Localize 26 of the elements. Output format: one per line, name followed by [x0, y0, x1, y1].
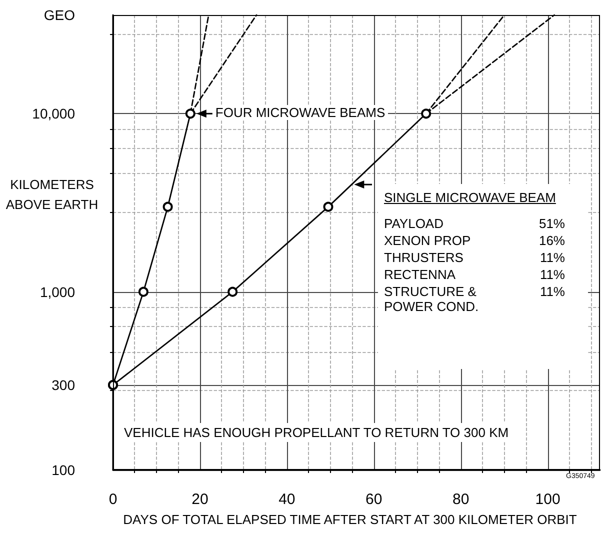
annotation: STRUCTURE & POWER COND.: [384, 283, 480, 315]
annotation: SINGLE MICROWAVE BEAM: [384, 190, 557, 205]
x-tick-label: 60: [366, 491, 382, 508]
x-tick-label: 40: [278, 491, 296, 508]
annotation: FOUR MICROWAVE BEAMS: [212, 104, 388, 120]
y-tick-label: 1,000: [40, 284, 76, 300]
annotation: 16%: [538, 232, 566, 249]
annotation: PAYLOAD: [384, 215, 444, 232]
x-tick-label: 20: [192, 491, 208, 508]
x-axis-title: DAYS OF TOTAL ELAPSED TIME AFTER START AT 300 KILOMETER ORBIT: [122, 512, 578, 527]
annotation: THRUSTERS: [384, 249, 464, 266]
annotation: VEHICLE HAS ENOUGH PROPELLANT TO RETURN TO 300 KM: [120, 423, 513, 442]
y-tick-label: GEO: [44, 7, 76, 23]
annotation: 11%: [538, 266, 566, 283]
annotation: 11%: [538, 283, 566, 301]
x-tick-label: 100: [535, 491, 560, 508]
y-tick-label: 10,000: [32, 106, 76, 122]
x-tick-label: 80: [452, 491, 470, 508]
x-tick-label: 0: [108, 491, 118, 508]
annotation: 51%: [538, 215, 566, 232]
y-tick-label: 100: [52, 462, 76, 478]
annotation: XENON PROP: [384, 232, 472, 249]
annotation: RECTENNA: [384, 266, 457, 283]
y-tick-label: 300: [52, 376, 76, 393]
annotation: 11%: [538, 249, 566, 266]
y-axis-title: KILOMETERS ABOVE EARTH: [4, 176, 100, 214]
